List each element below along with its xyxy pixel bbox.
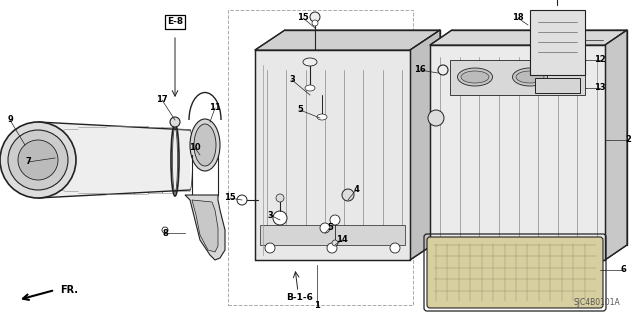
Polygon shape bbox=[430, 30, 627, 45]
Circle shape bbox=[320, 223, 330, 233]
Text: 1: 1 bbox=[314, 300, 320, 309]
Text: 3: 3 bbox=[289, 76, 295, 85]
Circle shape bbox=[162, 227, 168, 233]
Circle shape bbox=[276, 194, 284, 202]
Polygon shape bbox=[185, 195, 225, 260]
Ellipse shape bbox=[461, 71, 489, 83]
Text: 7: 7 bbox=[25, 158, 31, 167]
Polygon shape bbox=[255, 30, 440, 50]
Text: 11: 11 bbox=[209, 103, 221, 113]
Polygon shape bbox=[410, 30, 440, 260]
Circle shape bbox=[428, 110, 444, 126]
Circle shape bbox=[327, 243, 337, 253]
Polygon shape bbox=[255, 50, 410, 260]
Text: 2: 2 bbox=[625, 136, 631, 145]
Ellipse shape bbox=[317, 114, 327, 120]
Circle shape bbox=[332, 240, 338, 246]
Bar bbox=[530, 10, 585, 75]
FancyBboxPatch shape bbox=[427, 237, 603, 308]
Text: 9: 9 bbox=[7, 115, 13, 124]
Circle shape bbox=[18, 140, 58, 180]
Polygon shape bbox=[430, 45, 605, 260]
Text: 15: 15 bbox=[297, 13, 309, 23]
Text: 16: 16 bbox=[414, 65, 426, 75]
Bar bbox=[228, 10, 413, 305]
Text: 12: 12 bbox=[594, 56, 606, 64]
Polygon shape bbox=[260, 225, 405, 245]
Circle shape bbox=[170, 117, 180, 127]
Circle shape bbox=[330, 215, 340, 225]
Text: 3: 3 bbox=[267, 211, 273, 219]
Circle shape bbox=[265, 243, 275, 253]
Ellipse shape bbox=[303, 58, 317, 66]
Circle shape bbox=[438, 65, 448, 75]
Ellipse shape bbox=[458, 68, 493, 86]
Text: 17: 17 bbox=[156, 95, 168, 105]
Text: FR.: FR. bbox=[60, 285, 78, 295]
Ellipse shape bbox=[305, 85, 315, 91]
Text: 8: 8 bbox=[162, 228, 168, 238]
Circle shape bbox=[8, 130, 68, 190]
Circle shape bbox=[312, 20, 318, 26]
Text: B-1-6: B-1-6 bbox=[287, 293, 314, 302]
Text: 4: 4 bbox=[353, 186, 359, 195]
Circle shape bbox=[273, 211, 287, 225]
Text: 5: 5 bbox=[327, 224, 333, 233]
Ellipse shape bbox=[190, 119, 220, 171]
Circle shape bbox=[310, 12, 320, 22]
Circle shape bbox=[0, 122, 76, 198]
Polygon shape bbox=[605, 30, 627, 260]
Text: 10: 10 bbox=[189, 144, 201, 152]
Ellipse shape bbox=[513, 68, 547, 86]
Circle shape bbox=[237, 195, 247, 205]
Circle shape bbox=[342, 189, 354, 201]
Text: 6: 6 bbox=[620, 265, 626, 275]
Polygon shape bbox=[192, 200, 218, 252]
Text: 5: 5 bbox=[297, 106, 303, 115]
Text: SJC4B0101A: SJC4B0101A bbox=[573, 298, 620, 307]
Text: E-8: E-8 bbox=[167, 18, 183, 26]
Text: 18: 18 bbox=[512, 13, 524, 23]
Ellipse shape bbox=[194, 124, 216, 166]
Text: 14: 14 bbox=[336, 235, 348, 244]
Text: 13: 13 bbox=[594, 84, 606, 93]
Bar bbox=[535, 78, 580, 93]
Text: 15: 15 bbox=[224, 194, 236, 203]
Polygon shape bbox=[450, 60, 585, 95]
Ellipse shape bbox=[516, 71, 544, 83]
Polygon shape bbox=[38, 122, 190, 198]
Circle shape bbox=[390, 243, 400, 253]
